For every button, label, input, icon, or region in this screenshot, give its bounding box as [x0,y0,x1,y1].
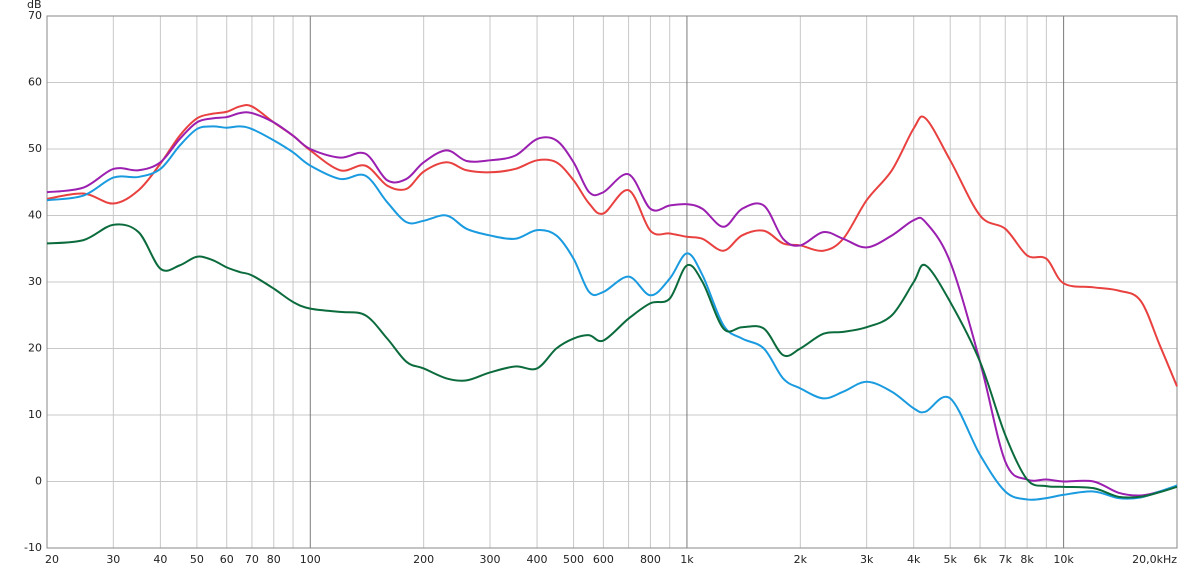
x-tick-label: 80 [267,553,281,566]
x-tick-label: 5k [944,553,958,566]
x-tick-label: 20 [45,553,59,566]
x-tick-label: 400 [527,553,548,566]
response-line [46,104,1178,387]
x-tick-label: 500 [563,553,584,566]
x-tick-label: 10k [1053,553,1074,566]
x-tick-label: 1k [680,553,694,566]
y-tick-label: 10 [28,408,42,421]
x-tick-label: 50 [190,553,204,566]
x-tick-label: 20,0kHz [1132,553,1177,566]
x-tick-label: 200 [413,553,434,566]
x-tick-label: 100 [300,553,321,566]
y-tick-label: 0 [35,475,42,488]
y-tick-label: 40 [28,209,42,222]
y-tick-label: 30 [28,275,42,288]
x-tick-label: 300 [479,553,500,566]
x-tick-label: 4k [907,553,921,566]
y-tick-label: 60 [28,76,42,89]
x-tick-label: 40 [153,553,167,566]
x-tick-label: 6k [973,553,987,566]
x-tick-label: 2k [794,553,808,566]
y-tick-label: 20 [28,342,42,355]
x-tick-label: 70 [245,553,259,566]
x-tick-label: 8k [1020,553,1034,566]
y-tick-label: 50 [28,142,42,155]
x-tick-label: 7k [999,553,1013,566]
y-tick-label: -10 [24,541,42,554]
response-line [46,223,1178,499]
x-tick-label: 3k [860,553,874,566]
plot-frame [46,15,1178,549]
x-tick-label: 800 [640,553,661,566]
x-tick-label: 30 [106,553,120,566]
x-tick-label: 60 [220,553,234,566]
y-tick-label: 70 [28,9,42,22]
y-axis-label: dB [27,0,42,11]
response-line [46,111,1178,497]
response-line [46,125,1178,501]
x-tick-label: 600 [593,553,614,566]
